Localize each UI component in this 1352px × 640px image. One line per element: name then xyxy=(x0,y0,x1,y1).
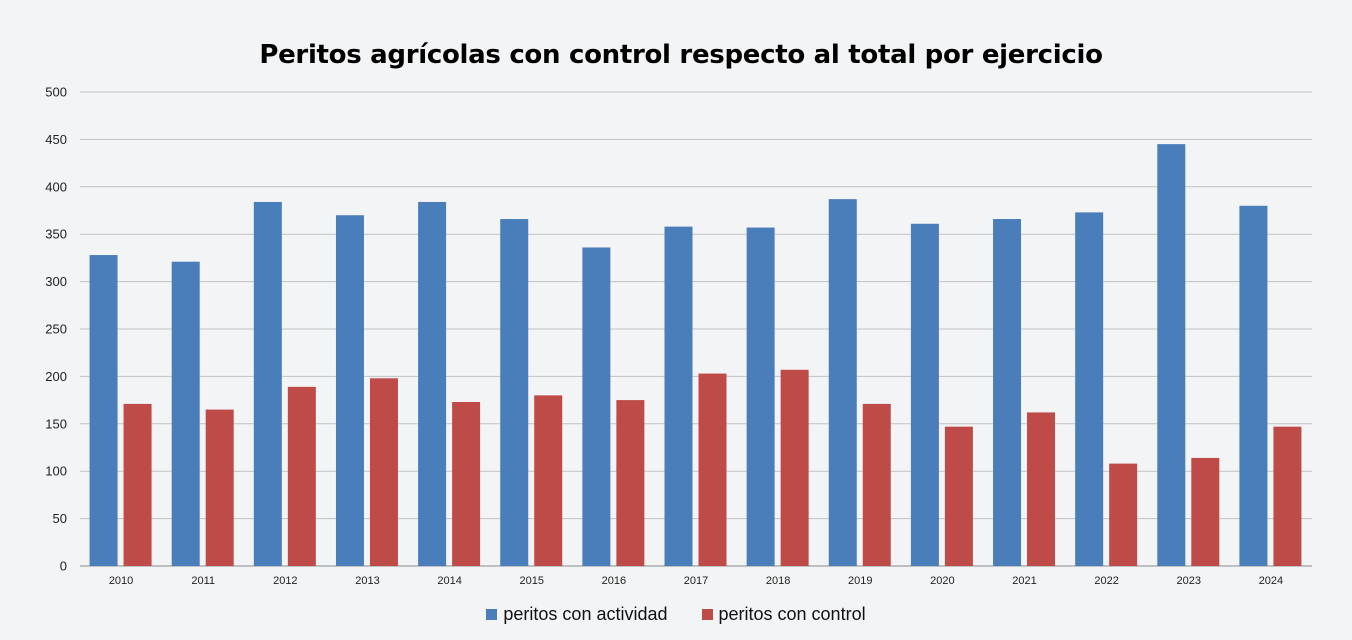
bar-actividad-2021 xyxy=(993,219,1022,567)
bar-actividad-2010 xyxy=(89,255,118,566)
y-tick-label-500: 500 xyxy=(45,85,67,100)
bar-actividad-2016 xyxy=(582,247,611,567)
y-tick-label-50: 50 xyxy=(53,511,67,526)
bar-actividad-2022 xyxy=(1075,212,1104,566)
y-tick-label-350: 350 xyxy=(45,227,67,242)
x-tick-label-2014: 2014 xyxy=(437,575,461,587)
x-tick-label-2021: 2021 xyxy=(1012,575,1036,587)
bar-actividad-2023 xyxy=(1157,144,1186,566)
bar-control-2018 xyxy=(780,369,809,566)
bar-control-2022 xyxy=(1109,463,1138,566)
bar-control-2021 xyxy=(1027,412,1056,566)
bar-control-2019 xyxy=(862,403,891,566)
x-tick-label-2024: 2024 xyxy=(1259,575,1283,587)
bar-control-2023 xyxy=(1191,457,1220,566)
bar-actividad-2024 xyxy=(1239,205,1268,566)
x-tick-label-2010: 2010 xyxy=(109,575,133,587)
legend-swatch-control xyxy=(701,609,713,620)
bar-actividad-2015 xyxy=(500,219,529,567)
legend-label-actividad: peritos con actividad xyxy=(503,604,668,624)
bar-control-2012 xyxy=(287,386,316,566)
bar-control-2015 xyxy=(534,395,563,566)
x-tick-label-2017: 2017 xyxy=(684,575,708,587)
bar-actividad-2019 xyxy=(828,199,857,566)
bar-control-2013 xyxy=(369,378,398,566)
bar-control-2016 xyxy=(616,400,645,566)
legend-label-control: peritos con control xyxy=(718,604,866,624)
y-tick-label-250: 250 xyxy=(45,322,67,337)
chart-title: Peritos agrícolas con control respecto a… xyxy=(259,40,1103,70)
x-tick-label-2011: 2011 xyxy=(191,575,215,587)
legend-swatch-actividad xyxy=(486,609,498,620)
bar-actividad-2018 xyxy=(746,227,775,566)
y-tick-label-0: 0 xyxy=(60,559,67,574)
bar-actividad-2013 xyxy=(335,215,364,567)
bar-control-2024 xyxy=(1273,426,1302,566)
y-tick-label-200: 200 xyxy=(45,369,67,384)
bar-control-2014 xyxy=(452,401,481,566)
legend: peritos con actividad peritos con contro… xyxy=(0,604,1352,625)
x-tick-label-2023: 2023 xyxy=(1177,575,1201,587)
bar-control-2011 xyxy=(205,409,234,566)
bar-control-2020 xyxy=(944,426,973,566)
x-tick-label-2015: 2015 xyxy=(519,575,543,587)
x-tick-label-2020: 2020 xyxy=(930,575,954,587)
bar-actividad-2012 xyxy=(253,201,282,566)
bar-actividad-2014 xyxy=(418,201,447,566)
bar-control-2017 xyxy=(698,373,727,566)
x-tick-label-2013: 2013 xyxy=(355,575,379,587)
y-tick-label-450: 450 xyxy=(45,132,67,147)
y-tick-label-100: 100 xyxy=(45,464,67,479)
bar-actividad-2011 xyxy=(171,261,200,566)
y-tick-label-150: 150 xyxy=(45,416,67,431)
bar-actividad-2017 xyxy=(664,226,693,566)
y-tick-label-400: 400 xyxy=(45,179,67,194)
x-tick-label-2019: 2019 xyxy=(848,575,872,587)
legend-item-actividad: peritos con actividad xyxy=(486,604,668,625)
legend-item-control: peritos con control xyxy=(701,604,866,625)
bar-control-2010 xyxy=(123,403,152,566)
x-tick-label-2012: 2012 xyxy=(273,575,297,587)
y-tick-label-300: 300 xyxy=(45,274,67,289)
x-tick-label-2022: 2022 xyxy=(1094,575,1118,587)
x-tick-label-2016: 2016 xyxy=(602,575,626,587)
x-tick-label-2018: 2018 xyxy=(766,575,790,587)
bar-actividad-2020 xyxy=(910,223,939,566)
